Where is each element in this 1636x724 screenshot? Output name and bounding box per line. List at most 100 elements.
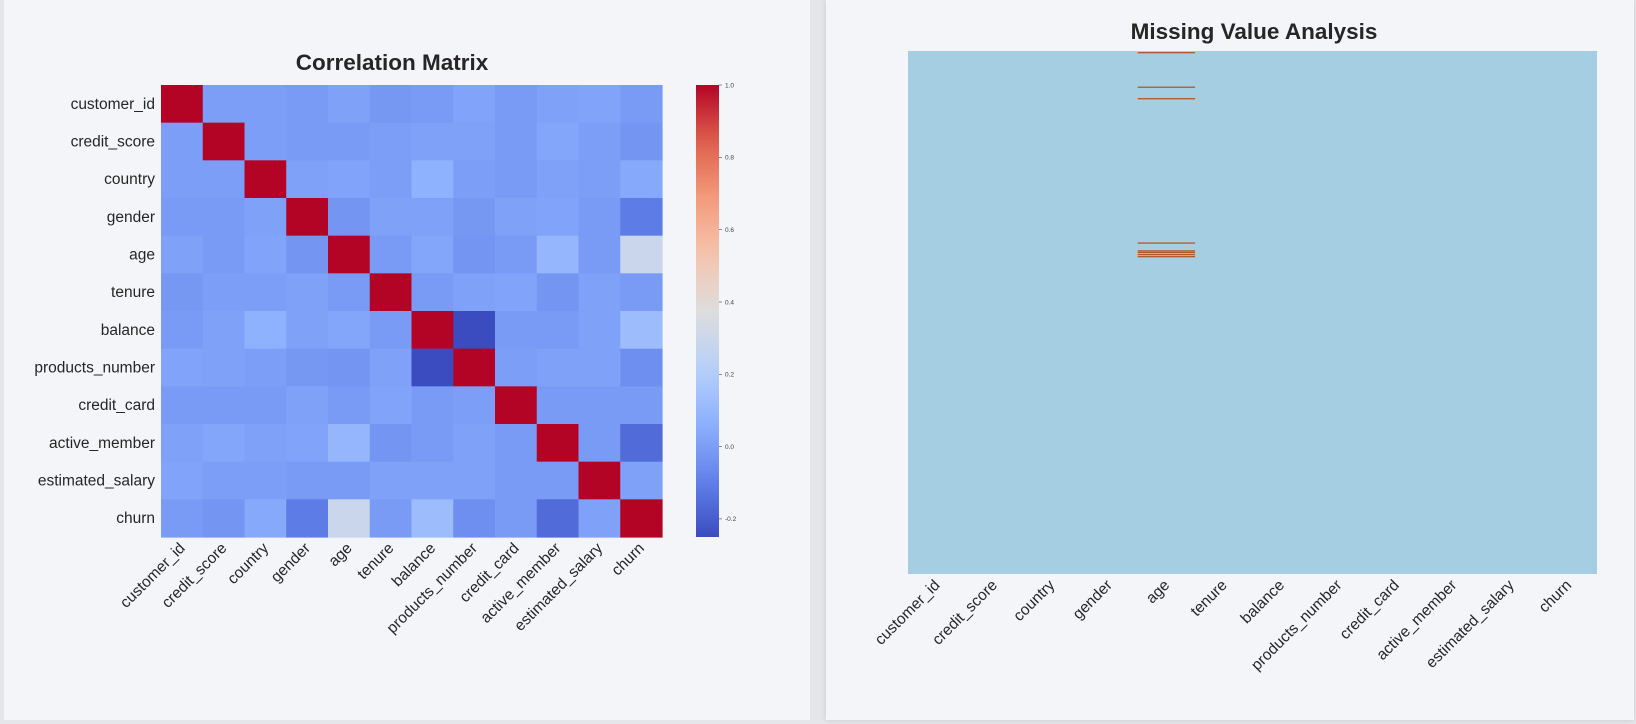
heatmap-cell — [453, 160, 496, 199]
heatmap-cell — [620, 160, 663, 199]
column-label: gender — [1070, 577, 1116, 623]
heatmap-cell — [620, 348, 663, 387]
heatmap-cell — [328, 499, 371, 538]
heatmap-cell — [244, 499, 287, 538]
heatmap-cell — [495, 311, 538, 350]
heatmap-cell — [244, 386, 287, 425]
heatmap-cell — [453, 424, 496, 463]
heatmap-cell — [536, 348, 580, 387]
heatmap-cell — [286, 348, 329, 387]
heatmap-cell — [286, 160, 329, 199]
heatmap-cell — [411, 311, 454, 350]
missing-value-mark — [1137, 256, 1196, 258]
row-label: churn — [116, 510, 155, 527]
heatmap-cell — [244, 122, 287, 161]
heatmap-cell — [244, 348, 287, 387]
heatmap-cell — [495, 499, 538, 538]
heatmap-cell — [244, 85, 287, 124]
missing-value-mark — [1137, 242, 1196, 244]
heatmap-cell — [369, 311, 413, 350]
colorbar-tick-label: 0.0 — [725, 444, 734, 451]
heatmap-cell — [161, 160, 204, 199]
heatmap-cell — [202, 311, 246, 350]
column-label: country — [224, 540, 272, 588]
heatmap-cell — [620, 311, 663, 350]
heatmap-cell — [202, 499, 246, 538]
column-label: tenure — [1188, 577, 1231, 620]
heatmap-cell — [244, 198, 287, 237]
heatmap-cell — [495, 424, 538, 463]
column-label: age — [1143, 577, 1173, 607]
heatmap-cell — [286, 499, 329, 538]
missing-value-mark — [1137, 52, 1196, 54]
column-label: country — [1010, 577, 1058, 625]
heatmap-cell — [411, 273, 454, 312]
heatmap-cell — [578, 160, 621, 199]
heatmap-cell — [453, 273, 496, 312]
heatmap-cell — [495, 85, 538, 124]
heatmap-cell — [328, 348, 371, 387]
heatmap-cell — [369, 461, 413, 500]
column-label: churn — [1536, 577, 1575, 616]
heatmap-cell — [620, 198, 663, 237]
column-label: balance — [1238, 577, 1288, 627]
missing-value-mark — [1137, 98, 1196, 100]
heatmap-cell — [453, 198, 496, 237]
heatmap-cell — [411, 424, 454, 463]
column-label: age — [325, 540, 355, 570]
heatmap-cell — [453, 386, 496, 425]
heatmap-cell — [453, 311, 496, 350]
missing-value-grid — [908, 51, 1597, 574]
row-label: products_number — [34, 360, 155, 377]
heatmap-cell — [328, 198, 371, 237]
heatmap-cell — [202, 198, 246, 237]
missing-value-marks — [1137, 52, 1196, 258]
missing-value-panel: Missing Value Analysis customer_id credit… — [826, 0, 1634, 720]
heatmap-cell — [286, 386, 329, 425]
heatmap-cell — [495, 273, 538, 312]
heatmap-cell — [328, 85, 371, 124]
heatmap-cell — [411, 160, 454, 199]
heatmap-cell — [369, 273, 413, 312]
heatmap-cell — [161, 424, 204, 463]
heatmap-cell — [620, 424, 663, 463]
row-label: tenure — [111, 284, 155, 301]
heatmap-cell — [495, 198, 538, 237]
heatmap-cell — [286, 85, 329, 124]
heatmap-cell — [453, 122, 496, 161]
heatmap-cell — [202, 424, 246, 463]
heatmap-cell — [495, 461, 538, 500]
heatmap-cell — [411, 461, 454, 500]
heatmap-cell — [578, 348, 621, 387]
heatmap-cell — [411, 235, 454, 274]
correlation-panel: Correlation Matrix customer_id credit_sco… — [4, 0, 810, 720]
heatmap-cell — [328, 160, 371, 199]
heatmap-cell — [369, 424, 413, 463]
heatmap-cell — [411, 386, 454, 425]
heatmap-cell — [411, 198, 454, 237]
heatmap-cell — [620, 85, 663, 124]
heatmap-cell — [536, 424, 580, 463]
heatmap-cell — [536, 198, 580, 237]
heatmap-cell — [202, 85, 246, 124]
heatmap-cell — [161, 311, 204, 350]
heatmap-cell — [536, 122, 580, 161]
colorbar-tick-label: 0.4 — [725, 299, 734, 306]
heatmap-cell — [328, 311, 371, 350]
row-label: credit_card — [78, 397, 155, 414]
column-label: churn — [608, 540, 647, 579]
heatmap-cell — [578, 311, 621, 350]
heatmap-cell — [161, 386, 204, 425]
heatmap-cell — [411, 348, 454, 387]
heatmap-cell — [578, 198, 621, 237]
heatmap-cell — [369, 386, 413, 425]
heatmap-cell — [578, 122, 621, 161]
heatmap-cell — [453, 85, 496, 124]
heatmap-cell — [369, 160, 413, 199]
heatmap-cell — [328, 122, 371, 161]
heatmap-cell — [578, 386, 621, 425]
heatmap-cell — [578, 273, 621, 312]
correlation-cells — [161, 85, 663, 538]
heatmap-cell — [244, 424, 287, 463]
